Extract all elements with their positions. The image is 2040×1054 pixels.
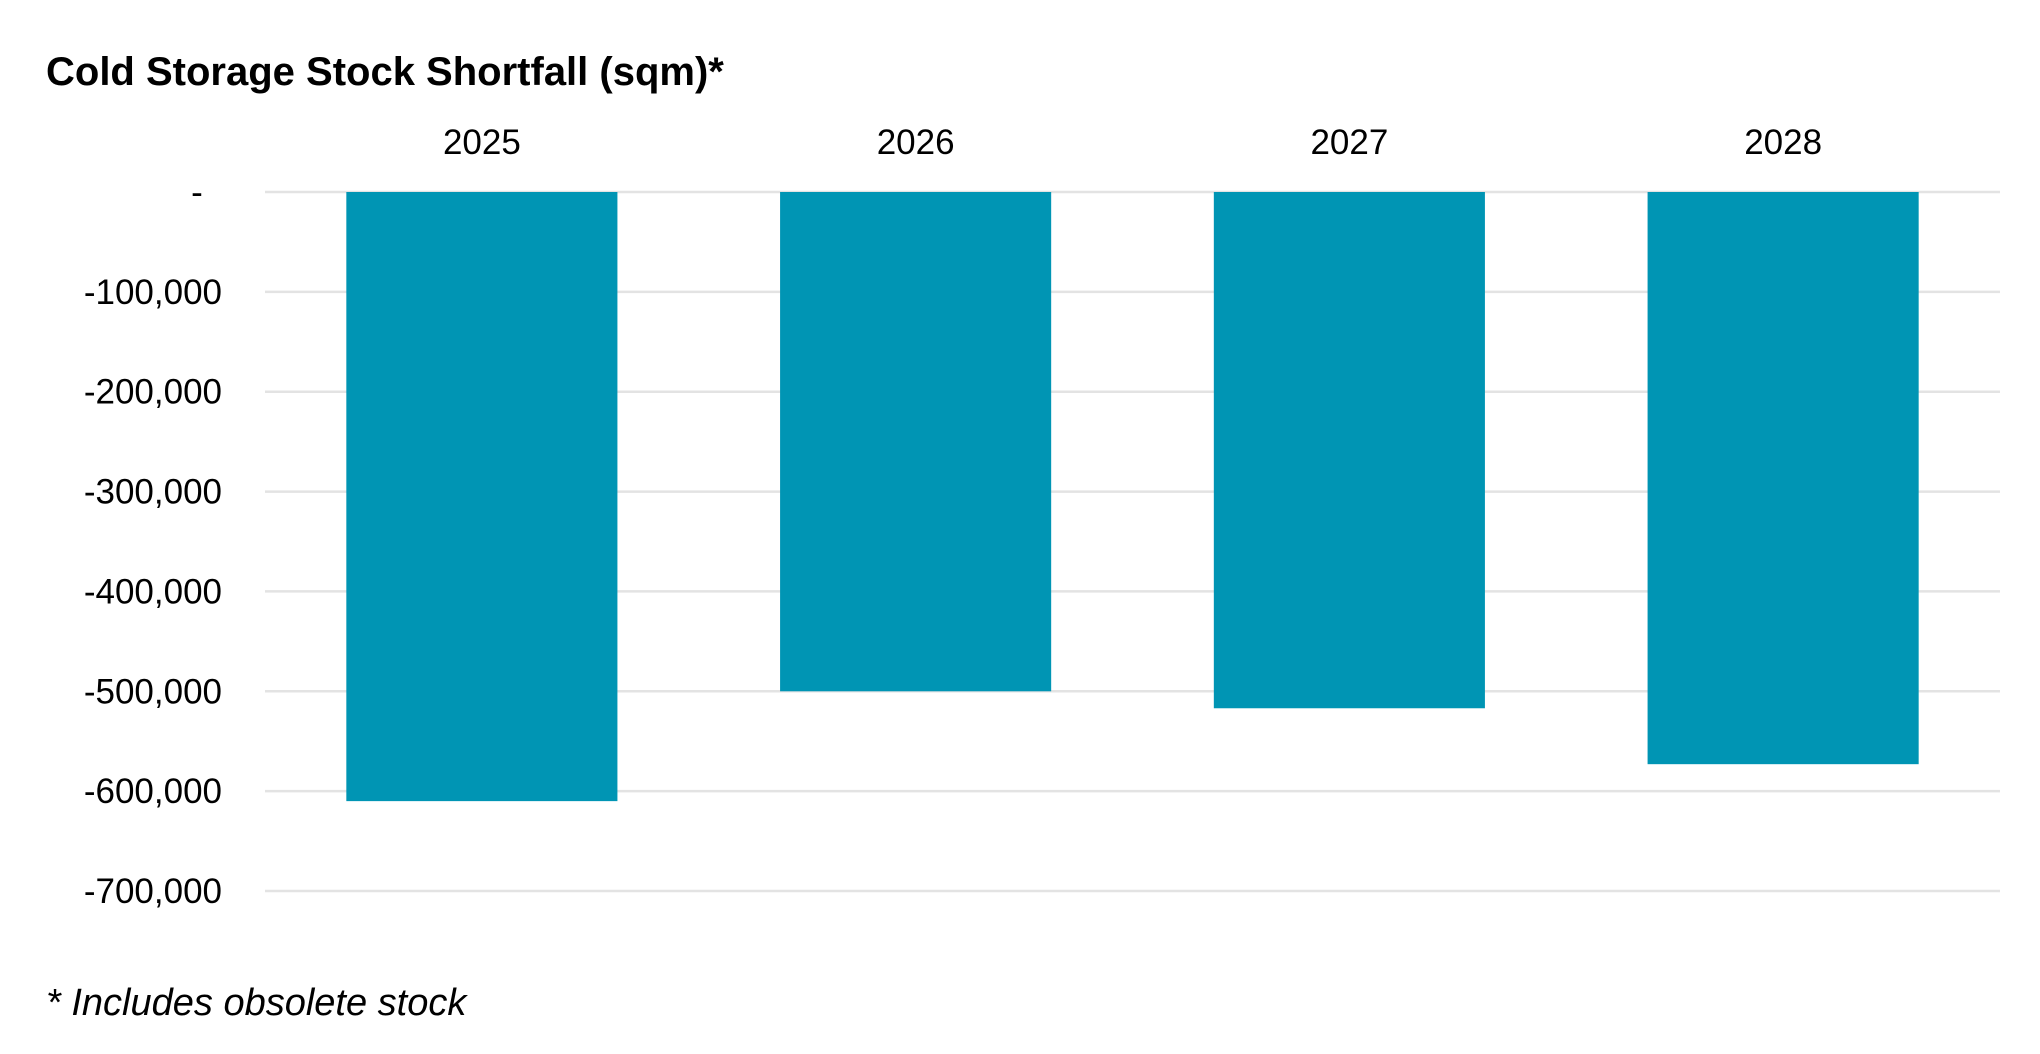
category-label-2028: 2028 <box>1744 123 1822 162</box>
category-label-2027: 2027 <box>1310 123 1388 162</box>
bar-2027 <box>1213 192 1485 709</box>
y-tick-label: -300,000 <box>84 473 222 512</box>
bars <box>346 192 1919 802</box>
x-axis-category-labels: 2025 2026 2027 2028 <box>443 123 1822 162</box>
y-tick-label: - <box>191 173 203 212</box>
y-tick-label: -500,000 <box>84 672 222 711</box>
category-label-2025: 2025 <box>443 123 521 162</box>
y-tick-label: -700,000 <box>84 872 222 911</box>
chart-title: Cold Storage Stock Shortfall (sqm)* <box>46 50 724 94</box>
y-tick-label: -600,000 <box>84 772 222 811</box>
y-tick-label: -200,000 <box>84 373 222 412</box>
y-axis-tick-labels: - -100,000 -200,000 -300,000 -400,000 -500,00… <box>84 173 222 911</box>
footnote: * Includes obsolete stock <box>46 982 467 1024</box>
category-label-2026: 2026 <box>877 123 955 162</box>
y-tick-label: -100,000 <box>84 273 222 312</box>
bar-2028 <box>1647 192 1919 765</box>
bar-2026 <box>780 192 1052 692</box>
bar-2025 <box>346 192 618 802</box>
y-tick-label: -400,000 <box>84 572 222 611</box>
